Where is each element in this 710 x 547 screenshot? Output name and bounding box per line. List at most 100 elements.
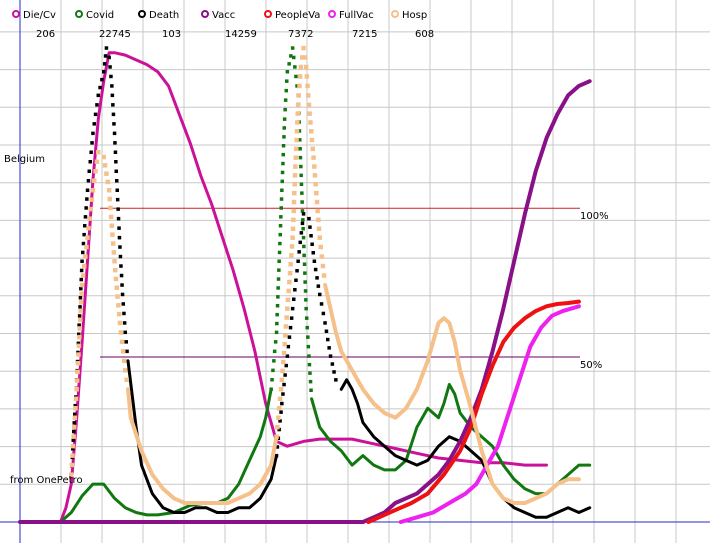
series-death-point [102,70,106,74]
series-hosp-point [75,361,81,366]
series-death-point [313,267,318,272]
series-death-point [292,297,296,301]
series-death-point [96,93,100,98]
series-death-point [77,314,82,318]
series-death-point [119,273,124,278]
series-death-point [113,141,117,145]
series-death-point [118,245,122,249]
series-death-point [87,169,91,173]
series-hosp-point [122,358,127,364]
reference-line-label: 100% [580,211,609,222]
series-death-point [115,197,120,202]
series-hosp-point [120,349,126,354]
series-covid-point [282,126,286,130]
series-covid-point [282,135,286,139]
series-death-point [287,335,292,339]
series-covid-line [310,383,592,496]
series-death-point [326,337,330,342]
series-hosp-point [78,300,84,305]
series-hosp-point [306,102,312,108]
series-covid-point [304,298,308,302]
series-covid-point [300,200,304,204]
series-hosp-point [110,232,115,237]
series-covid-point [304,306,308,311]
series-death-point [281,392,285,396]
series-death-point [71,447,75,451]
series-death-line [126,359,278,514]
series-covid-point [289,54,293,58]
series-covid-point [299,173,303,178]
series-death-point [122,321,127,325]
series-hosp-point [320,263,326,269]
series-hosp-point [112,259,117,264]
series-hosp-point [316,226,322,231]
series-hosp-point [290,226,296,231]
series-death-point [108,65,112,69]
series-hosp-point [318,244,323,250]
legend-value-vacc: 14259 [225,29,257,40]
series-die-cv-line [18,51,548,524]
series-covid-dots [269,46,313,392]
series-death-point [114,160,118,164]
reference-line-label: 50% [580,360,602,371]
series-death-point [120,292,125,297]
series-covid-point [308,371,312,375]
series-hosp-point [312,173,318,178]
series-death-point [277,427,281,432]
series-covid-point [278,241,282,246]
series-hosp-point [116,311,122,317]
series-death-point [300,221,305,226]
series-death-point [90,141,94,145]
series-covid-point [300,209,305,213]
series-death-point [301,212,306,216]
series-hosp-point [92,178,97,183]
series-hosp-point [83,254,88,259]
series-death-point [298,240,302,245]
legend-marker-death [138,10,146,18]
legend-label-hosp: Hosp [402,10,427,21]
series-hosp-point [111,250,117,255]
series-death-point [284,363,288,368]
legend-marker-vacc [201,10,209,18]
legend-label-fullvac: FullVac [339,10,374,21]
series-death-point [72,421,76,425]
series-hosp-point [293,146,299,152]
series-hosp-point [276,415,281,420]
series-covid-point [281,152,285,157]
series-death-point [323,321,327,325]
series-hosp-point [298,64,304,70]
series-death-point [274,453,279,458]
series-hosp-point [281,350,287,356]
series-death-point [73,412,77,416]
series-hosp-point [295,102,301,108]
series-covid-point [272,359,276,363]
series-death-point [83,215,88,219]
series-death-point [78,296,83,300]
series-death-point [120,283,124,287]
series-hosp-point [80,273,86,278]
series-hosp-point [290,235,295,240]
series-death-point [118,254,123,259]
series-death-point [279,410,283,414]
series-covid-point [301,227,305,231]
series-hosp-point [294,129,300,134]
series-death-point [103,54,108,58]
series-death-point [278,419,282,423]
series-death-point [85,197,89,201]
series-covid-point [276,295,280,299]
series-hosp-point [284,315,289,320]
series-hosp-point [307,111,312,116]
series-hosp-point [72,424,77,430]
series-hosp-point [306,93,311,98]
series-hosp-point [295,111,300,116]
series-death-point [114,169,118,173]
series-covid-point [302,253,306,258]
series-hosp-point [282,342,287,347]
series-death-point [79,268,84,273]
series-death-point [109,74,113,79]
series-death-point [311,251,315,255]
series-death-point [125,349,129,354]
series-hosp-point [296,93,301,98]
series-death-point [319,302,324,306]
series-hosp-point [297,83,302,89]
